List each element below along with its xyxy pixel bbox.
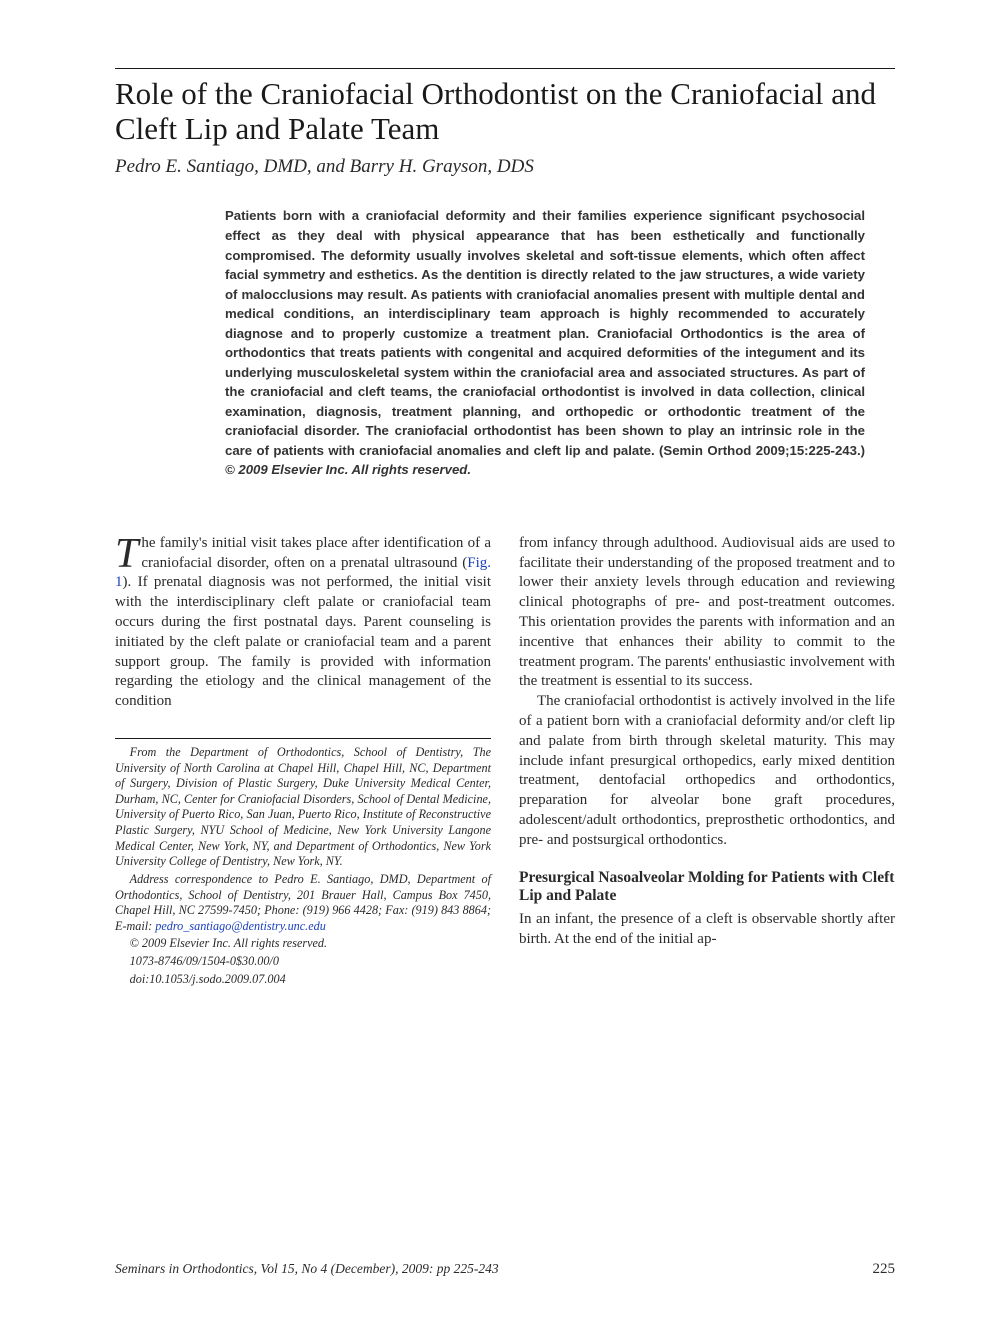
left-column: The family's initial visit takes place a… <box>115 534 491 989</box>
journal-citation: Seminars in Orthodontics, Vol 15, No 4 (… <box>115 1261 499 1277</box>
issn-line: 1073-8746/09/1504-0$30.00/0 <box>115 954 491 970</box>
right-column: from infancy through adulthood. Audiovis… <box>519 534 895 989</box>
abstract-block: Patients born with a craniofacial deform… <box>225 206 865 479</box>
body-paragraph-3: The craniofacial orthodontist is activel… <box>519 692 895 850</box>
article-title: Role of the Craniofacial Orthodontist on… <box>115 77 895 146</box>
affiliation-text: From the Department of Orthodontics, Sch… <box>115 745 491 870</box>
affiliations-block: From the Department of Orthodontics, Sch… <box>115 738 491 987</box>
p1-part-a: he family's initial visit takes place af… <box>141 535 491 571</box>
body-paragraph-2: from infancy through adulthood. Audiovis… <box>519 534 895 692</box>
correspondence-email[interactable]: pedro_santiago@dentistry.unc.edu <box>155 919 326 933</box>
two-column-layout: The family's initial visit takes place a… <box>115 534 895 989</box>
body-paragraph-1: The family's initial visit takes place a… <box>115 534 491 712</box>
abstract-rights: © 2009 Elsevier Inc. All rights reserved… <box>225 462 471 477</box>
abstract-body: Patients born with a craniofacial deform… <box>225 208 865 457</box>
p1-part-b: ). If prenatal diagnosis was not perform… <box>115 574 491 709</box>
authors-line: Pedro E. Santiago, DMD, and Barry H. Gra… <box>115 156 895 178</box>
page-number: 225 <box>873 1261 896 1278</box>
copyright-line: © 2009 Elsevier Inc. All rights reserved… <box>115 936 491 952</box>
correspondence-text: Address correspondence to Pedro E. Santi… <box>115 872 491 934</box>
body-paragraph-4: In an infant, the presence of a cleft is… <box>519 910 895 950</box>
section-heading: Presurgical Nasoalveolar Molding for Pat… <box>519 869 895 906</box>
title-rule <box>115 68 895 69</box>
drop-cap: T <box>115 534 141 573</box>
doi-line: doi:10.1053/j.sodo.2009.07.004 <box>115 972 491 988</box>
page-footer: Seminars in Orthodontics, Vol 15, No 4 (… <box>115 1261 895 1278</box>
